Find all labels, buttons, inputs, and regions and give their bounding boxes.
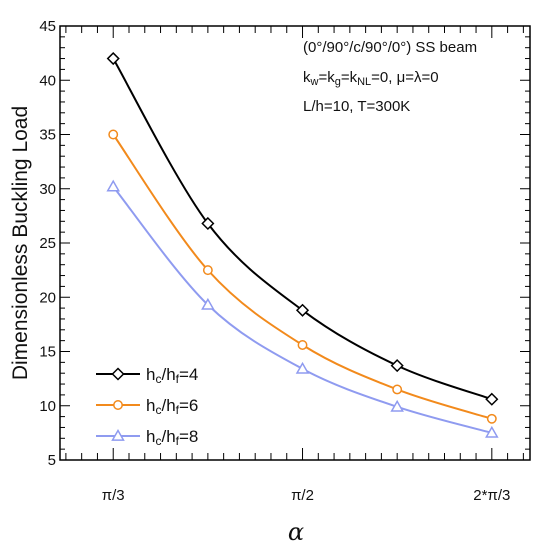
data-point xyxy=(201,297,215,310)
x-tick-label: π/3 xyxy=(102,487,125,504)
legend-label-part: =8 xyxy=(179,427,198,446)
legend-label-part: /h xyxy=(161,365,175,384)
y-tick-label: 35 xyxy=(39,127,56,144)
y-tick-label: 45 xyxy=(39,18,56,35)
legend-label-part: =6 xyxy=(179,396,198,415)
legend-label-sub: c xyxy=(155,403,161,417)
legend-entry-2: hc/hf=6 xyxy=(96,396,198,417)
k-rest: =0, μ=λ=0 xyxy=(371,69,438,86)
data-point xyxy=(202,265,213,276)
y-tick-label: 15 xyxy=(39,344,56,361)
series-line xyxy=(112,185,493,434)
data-point xyxy=(392,384,403,395)
legend-marker xyxy=(113,400,123,410)
series-2 xyxy=(108,129,497,424)
legend-label: hc/hf=6 xyxy=(146,396,198,417)
series-line xyxy=(112,133,493,420)
legend-label-part: /h xyxy=(161,396,175,415)
x-tick-label: 2*π/3 xyxy=(473,487,510,504)
k-sub-nl: NL xyxy=(357,76,371,88)
series-3 xyxy=(106,179,499,438)
legend-marker xyxy=(111,428,125,441)
data-point xyxy=(486,413,497,424)
legend-label-part: /h xyxy=(161,427,175,446)
x-tick-label: π/2 xyxy=(291,487,314,504)
k-eq2: =k xyxy=(341,69,358,86)
legend-label-part: h xyxy=(146,365,155,384)
data-point xyxy=(485,425,499,438)
legend-label-sub: f xyxy=(176,372,180,386)
k-sub-w: w xyxy=(310,76,319,88)
y-tick-label: 5 xyxy=(48,452,56,469)
legend-label-part: h xyxy=(146,396,155,415)
legend-label-part: =4 xyxy=(179,365,198,384)
annotation-line-1: (0°/90°/c/90°/0°) SS beam xyxy=(303,39,477,56)
k-symbol: k xyxy=(303,69,311,86)
axis-ticks: 5 10 15 20 25 30 35 40 45 π/3 π/2 2*π/3 xyxy=(39,18,530,504)
annotation-line-3: L/h=10, T=300K xyxy=(303,98,410,115)
legend-label-sub: f xyxy=(176,434,180,448)
y-tick-label: 10 xyxy=(39,398,56,415)
annotation-line-2: kw=kg=kNL=0, μ=λ=0 xyxy=(303,69,439,88)
annotation: (0°/90°/c/90°/0°) SS beam kw=kg=kNL=0, μ… xyxy=(303,39,477,115)
data-point xyxy=(295,361,310,374)
y-tick-label: 20 xyxy=(39,289,56,306)
legend-label: hc/hf=8 xyxy=(146,427,198,448)
series-layer xyxy=(106,51,499,438)
y-tick-label: 30 xyxy=(39,181,56,198)
k-sub-g: g xyxy=(335,76,341,88)
legend-marker xyxy=(111,367,125,381)
data-point xyxy=(297,340,308,350)
y-tick-label: 40 xyxy=(39,72,56,89)
data-point xyxy=(295,303,310,317)
legend-label-part: h xyxy=(146,427,155,446)
data-point xyxy=(485,392,499,406)
series-1 xyxy=(106,51,499,406)
data-point xyxy=(108,129,119,140)
data-point xyxy=(201,216,215,231)
k-eq1: =k xyxy=(318,69,335,86)
legend: hc/hf=4hc/hf=6hc/hf=8 xyxy=(96,365,198,448)
x-axis-title: α xyxy=(288,518,304,546)
data-point xyxy=(390,359,404,373)
data-point xyxy=(106,179,121,192)
legend-entry-3: hc/hf=8 xyxy=(96,427,198,448)
legend-entry-1: hc/hf=4 xyxy=(96,365,198,386)
y-tick-label: 25 xyxy=(39,235,56,252)
y-axis-title: Dimensionless Buckling Load xyxy=(9,106,32,380)
legend-label: hc/hf=4 xyxy=(146,365,198,386)
legend-label-sub: c xyxy=(155,372,161,386)
legend-label-sub: c xyxy=(155,434,161,448)
data-point xyxy=(390,399,404,412)
data-point xyxy=(106,51,120,66)
legend-label-sub: f xyxy=(176,403,180,417)
series-line xyxy=(112,58,493,401)
